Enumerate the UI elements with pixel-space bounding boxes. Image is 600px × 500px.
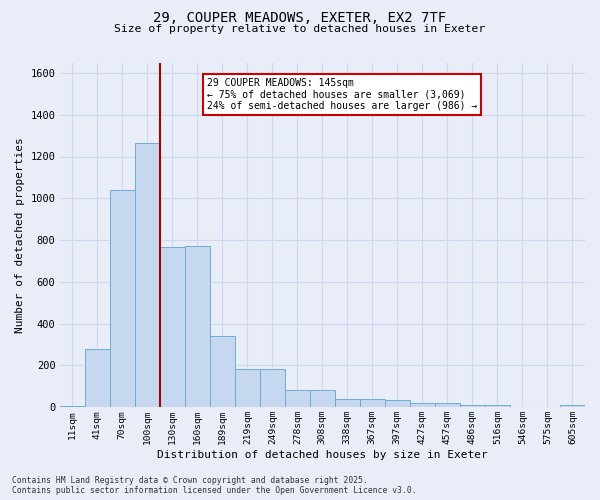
Bar	[160, 248, 185, 407]
Bar	[560, 406, 585, 407]
Bar	[60, 406, 85, 407]
Bar	[185, 246, 210, 407]
Text: Contains HM Land Registry data © Crown copyright and database right 2025.
Contai: Contains HM Land Registry data © Crown c…	[12, 476, 416, 495]
Bar	[485, 404, 510, 407]
Y-axis label: Number of detached properties: Number of detached properties	[15, 137, 25, 332]
Text: Size of property relative to detached houses in Exeter: Size of property relative to detached ho…	[115, 24, 485, 34]
Bar	[385, 400, 410, 407]
Bar	[235, 368, 260, 407]
Bar	[260, 368, 285, 407]
Bar	[210, 336, 235, 407]
Bar	[335, 399, 360, 407]
X-axis label: Distribution of detached houses by size in Exeter: Distribution of detached houses by size …	[157, 450, 488, 460]
Text: 29 COUPER MEADOWS: 145sqm
← 75% of detached houses are smaller (3,069)
24% of se: 29 COUPER MEADOWS: 145sqm ← 75% of detac…	[207, 78, 477, 111]
Text: 29, COUPER MEADOWS, EXETER, EX2 7TF: 29, COUPER MEADOWS, EXETER, EX2 7TF	[154, 11, 446, 25]
Bar	[285, 390, 310, 407]
Bar	[310, 390, 335, 407]
Bar	[435, 404, 460, 407]
Bar	[85, 348, 110, 407]
Bar	[135, 143, 160, 407]
Bar	[410, 402, 435, 407]
Bar	[460, 404, 485, 407]
Bar	[110, 190, 135, 407]
Bar	[360, 399, 385, 407]
